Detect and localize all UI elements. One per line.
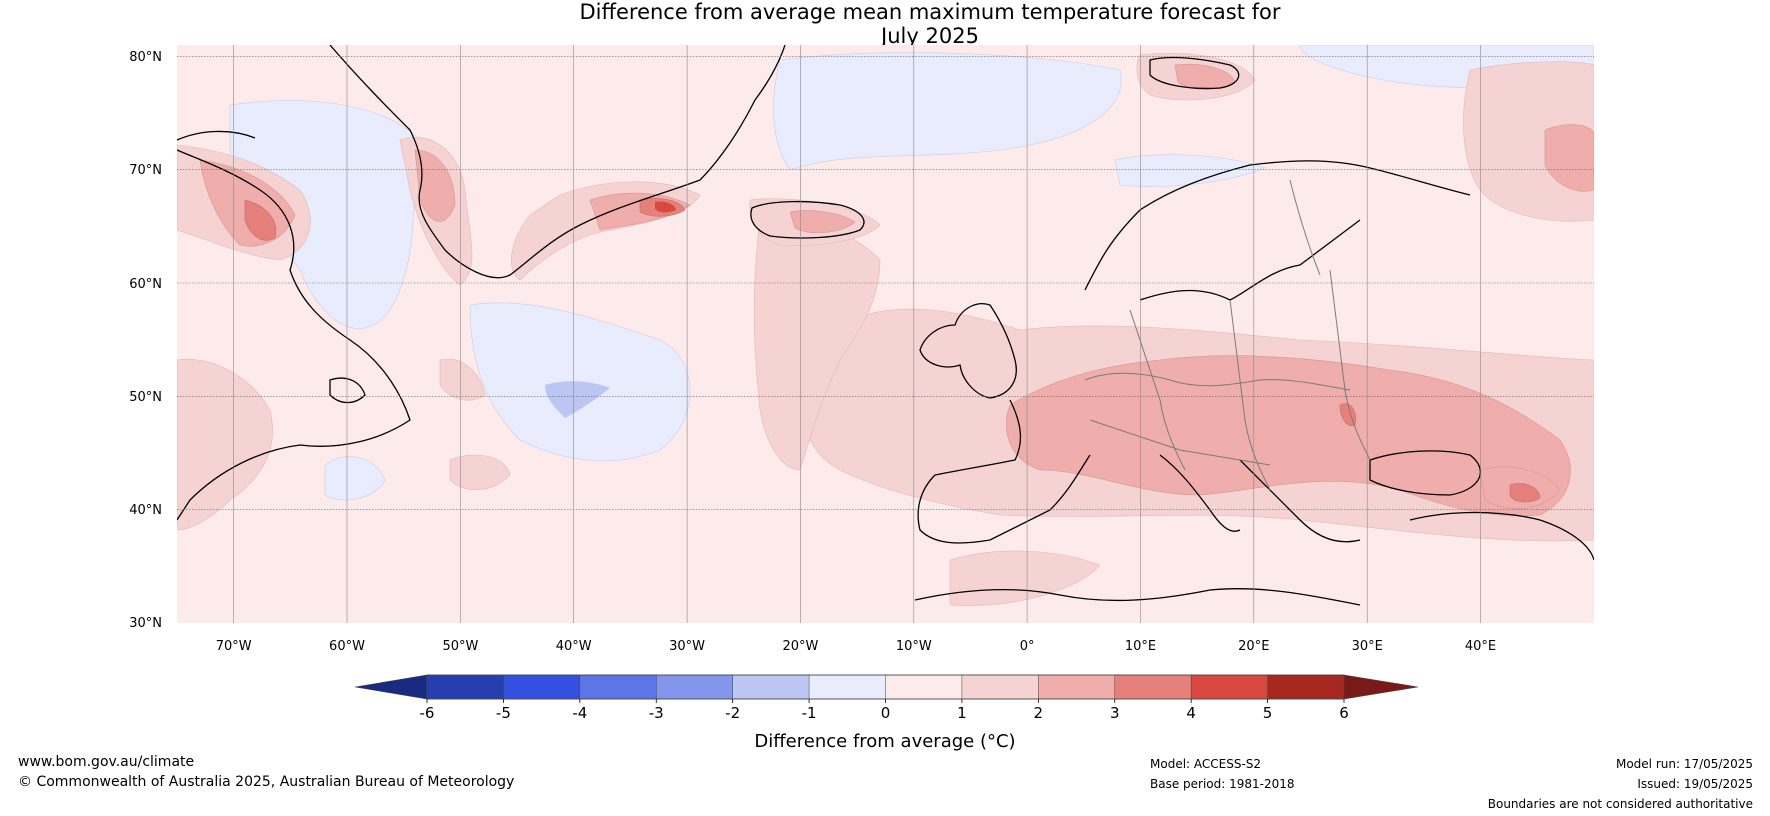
lat-label-30n: 30°N (129, 616, 162, 631)
anomaly-warm3-turkey (1509, 483, 1541, 503)
colorbar-tick-label: -4 (572, 704, 587, 722)
anomaly-cool-core (545, 381, 610, 418)
colorbar-label: Difference from average (°C) (754, 731, 1015, 752)
coastline-north-africa (914, 588, 1361, 606)
title-line-2: July 2025 (881, 24, 979, 48)
meridians (233, 45, 1481, 623)
latitude-labels: 80°N 70°N 60°N 50°N 40°N 30°N (129, 50, 162, 631)
colorbar-segment (656, 674, 734, 700)
colorbar-segment (1038, 674, 1116, 700)
colorbar-tick-label: 1 (957, 704, 967, 722)
anomaly-warm2-greenland-e (414, 149, 456, 222)
colorbar-under-arrow (354, 674, 428, 700)
lon-label-70w: 70°W (216, 639, 252, 654)
lon-label-20w: 20°W (782, 639, 818, 654)
colorbar-over-arrow (1343, 674, 1419, 700)
colorbar-tick-label: -6 (420, 704, 435, 722)
title-line-1: Difference from average mean maximum tem… (579, 0, 1281, 24)
coastline-newfoundland (329, 377, 366, 404)
coastline-british-isles (919, 303, 1017, 399)
coastline-baffin-labrador (177, 149, 411, 521)
anomaly-warm2-europe-core (1006, 355, 1571, 517)
lon-label-40w: 40°W (556, 639, 592, 654)
colorbar: -6 -5 -4 -3 -2 -1 0 1 2 3 4 5 6 Difference from aver… (354, 674, 1419, 752)
lat-label-70n: 70°N (129, 163, 162, 178)
colorbar-tick-label: -3 (649, 704, 664, 722)
anomaly-layer (177, 45, 1594, 607)
anomaly-cool-norwegian-sea (773, 52, 1122, 171)
colorbar-segment (1190, 674, 1269, 700)
anomaly-cool-small-1 (324, 456, 386, 501)
footer-model-run: Model run: 17/05/2025 (1615, 757, 1753, 771)
anomaly-warm2-iceland (789, 210, 856, 234)
lon-label-40e: 40°E (1465, 639, 1496, 654)
anomaly-cool-small-2 (1114, 154, 1266, 187)
colorbar-tick-label: 4 (1186, 704, 1196, 722)
colorbar-tick-label: -2 (725, 704, 740, 722)
colorbar-segment (808, 674, 887, 700)
lon-label-10e: 10°E (1125, 639, 1156, 654)
colorbar-segment (426, 674, 504, 700)
colorbar-tick-label: 5 (1263, 704, 1273, 722)
anomaly-warm-small-mid (439, 358, 486, 401)
anomaly-warm3-baffin (244, 199, 277, 241)
lat-label-40n: 40°N (129, 503, 162, 518)
footer-model: Model: ACCESS-S2 (1150, 757, 1262, 771)
colorbar-segment (503, 674, 581, 700)
anomaly-warm2-russia (1544, 124, 1594, 192)
coastline-turkey-middle-east (1409, 511, 1594, 561)
coastline-greenland (329, 45, 786, 279)
lon-label-30e: 30°E (1352, 639, 1383, 654)
anomaly-warm-atlantic-east (753, 217, 881, 471)
footer-disclaimer: Boundaries are not considered authoritat… (1487, 797, 1753, 811)
lon-label-30w: 30°W (669, 639, 705, 654)
chart-title: Difference from average mean maximum tem… (0, 0, 1770, 48)
colorbar-tick-label: -1 (802, 704, 817, 722)
footer-copyright: © Commonwealth of Australia 2025, Austra… (18, 774, 515, 790)
coastline-canada-arctic (177, 130, 256, 141)
lon-label-50w: 50°W (442, 639, 478, 654)
coastline-norway (1084, 160, 1471, 291)
colorbar-segment (885, 674, 963, 700)
coastline-black-sea (1369, 450, 1482, 496)
lat-label-50n: 50°N (129, 390, 162, 405)
colorbar-tick-label: 3 (1110, 704, 1120, 722)
colorbar-segment (961, 674, 1039, 700)
colorbar-tick-label: -5 (496, 704, 511, 722)
colorbar-tick-label: 6 (1339, 704, 1349, 722)
colorbar-segment (732, 674, 810, 700)
colorbar-tick-label: 2 (1034, 704, 1044, 722)
colorbar-segment (579, 674, 657, 700)
lon-label-10w: 10°W (896, 639, 932, 654)
lon-label-0: 0° (1020, 639, 1035, 654)
lat-label-60n: 60°N (129, 277, 162, 292)
lon-label-20e: 20°E (1238, 639, 1269, 654)
footer-base-period: Base period: 1981-2018 (1150, 777, 1295, 791)
coastline-svalbard (1149, 56, 1240, 90)
footer-issued: Issued: 19/05/2025 (1637, 777, 1753, 791)
anomaly-warm4-greenland (655, 201, 676, 213)
lon-label-60w: 60°W (329, 639, 365, 654)
coastlines (177, 45, 1594, 606)
coastline-iceland (750, 200, 865, 239)
footer-website: www.bom.gov.au/climate (18, 754, 195, 770)
anomaly-warm-newfoundland (177, 358, 273, 531)
anomaly-warm-small-2 (449, 454, 511, 490)
lat-label-80n: 80°N (129, 50, 162, 65)
colorbar-segment (1114, 674, 1192, 700)
colorbar-tick-label: 0 (881, 704, 891, 722)
colorbar-segment (1267, 674, 1345, 700)
longitude-labels: 70°W 60°W 50°W 40°W 30°W 20°W 10°W 0° 10… (216, 639, 1496, 654)
anomaly-warm-north-africa (949, 550, 1101, 607)
graticule (177, 55, 1594, 511)
country-borders (1084, 179, 1371, 491)
